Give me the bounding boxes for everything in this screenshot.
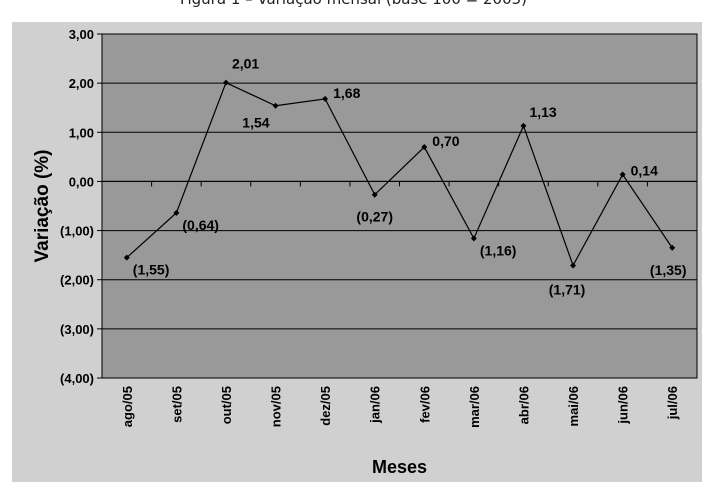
data-point bbox=[371, 191, 378, 198]
data-point bbox=[570, 262, 577, 269]
x-tick-label: ago/05 bbox=[120, 386, 135, 427]
data-label: (1,71) bbox=[549, 281, 586, 297]
data-label: 1,54 bbox=[242, 115, 269, 131]
data-label: (0,27) bbox=[356, 209, 393, 225]
data-label: (1,55) bbox=[133, 262, 170, 278]
x-tick-label: set/05 bbox=[169, 386, 184, 423]
data-label: 2,01 bbox=[232, 56, 259, 72]
y-tick-label: 3,00 bbox=[69, 27, 94, 42]
data-point bbox=[520, 122, 527, 129]
x-tick-label: mai/06 bbox=[566, 386, 581, 426]
data-point bbox=[173, 209, 180, 216]
data-label: (1,35) bbox=[650, 262, 687, 278]
data-point bbox=[421, 144, 428, 151]
y-axis-title: Variação (%) bbox=[32, 150, 53, 263]
data-label: 0,14 bbox=[631, 163, 658, 179]
y-tick-label: (2,00) bbox=[60, 273, 94, 288]
x-tick-label: out/05 bbox=[219, 386, 234, 424]
y-tick-label: 2,00 bbox=[69, 76, 94, 91]
data-label: 1,68 bbox=[333, 85, 360, 101]
x-tick-label: jun/06 bbox=[616, 386, 631, 425]
data-label: (0,64) bbox=[182, 217, 219, 233]
data-point bbox=[669, 244, 676, 251]
y-tick-label: 0,00 bbox=[69, 174, 94, 189]
data-label: 0,70 bbox=[432, 133, 459, 149]
data-label: (1,16) bbox=[480, 242, 517, 258]
y-tick-label: (1,00) bbox=[60, 224, 94, 239]
x-tick-label: dez/05 bbox=[318, 386, 333, 426]
x-tick-label: jul/06 bbox=[665, 386, 680, 420]
y-tick-label: (4,00) bbox=[60, 371, 94, 386]
x-axis-title: Meses bbox=[372, 457, 427, 477]
series-line bbox=[126, 81, 673, 267]
plot-area bbox=[101, 33, 698, 379]
data-point bbox=[272, 102, 279, 109]
x-tick-label: nov/05 bbox=[269, 386, 284, 427]
data-point bbox=[619, 171, 626, 178]
y-tick-label: (3,00) bbox=[60, 322, 94, 337]
y-tick-label: 1,00 bbox=[69, 125, 94, 140]
data-point bbox=[222, 79, 229, 86]
data-point bbox=[470, 235, 477, 242]
x-tick-label: abr/06 bbox=[516, 386, 531, 424]
chart-caption: Figura 1 – Variação mensal (base 100 = 2… bbox=[0, 0, 707, 10]
x-tick-label: fev/06 bbox=[417, 386, 432, 423]
x-tick-label: jan/06 bbox=[368, 386, 383, 424]
data-label: 1,13 bbox=[529, 104, 556, 120]
x-tick-label: mar/06 bbox=[467, 386, 482, 428]
data-point bbox=[322, 95, 329, 102]
data-point bbox=[123, 254, 130, 261]
